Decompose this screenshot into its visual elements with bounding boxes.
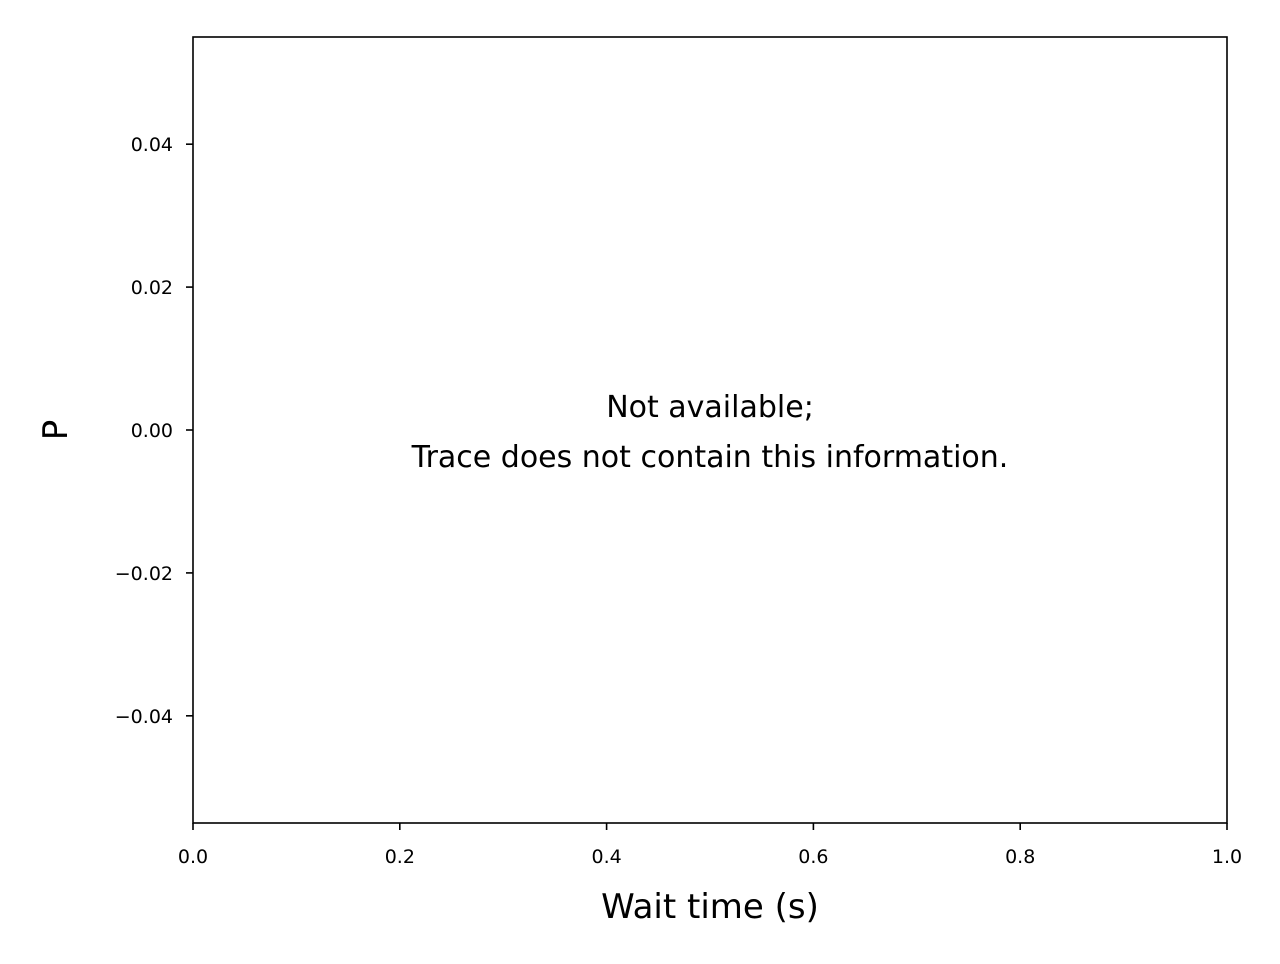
x-tick-label: 1.0 (1212, 846, 1242, 868)
x-tick-label: 0.8 (1005, 846, 1035, 868)
x-tick-label: 0.0 (178, 846, 208, 868)
x-tick-label: 0.4 (591, 846, 621, 868)
y-axis-label: P (36, 420, 76, 441)
y-tick-label: −0.04 (115, 706, 173, 728)
x-axis-label: Wait time (s) (601, 887, 819, 927)
plot-area (192, 36, 1228, 824)
y-tick-label: 0.00 (131, 420, 173, 442)
x-tick-label: 0.2 (385, 846, 415, 868)
y-axis-ticks: −0.04 −0.02 0.00 0.02 0.04 (115, 134, 193, 728)
y-tick-label: 0.02 (131, 277, 173, 299)
x-axis-ticks: 0.0 0.2 0.4 0.6 0.8 1.0 (178, 823, 1242, 868)
x-tick-label: 0.6 (798, 846, 828, 868)
not-available-notice-line-2: Trace does not contain this information. (411, 440, 1009, 475)
not-available-notice-line-1: Not available; (606, 390, 814, 425)
y-tick-label: 0.04 (131, 134, 173, 156)
y-tick-label: −0.02 (115, 563, 173, 585)
